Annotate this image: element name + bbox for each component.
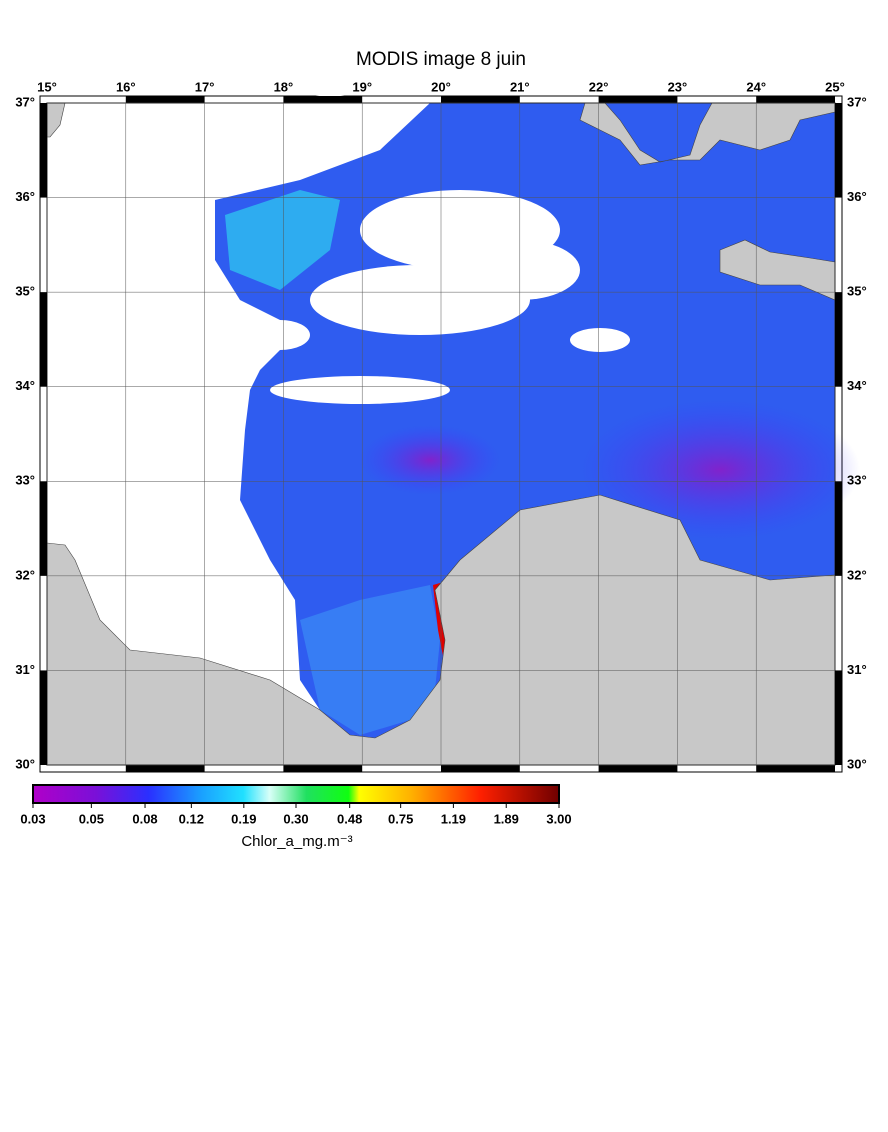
- coastal-water: [300, 585, 440, 735]
- lat-tick-label: 35°: [847, 284, 867, 299]
- colorbar-tick-label: 0.12: [179, 811, 204, 826]
- lat-tick-label: 31°: [15, 662, 35, 677]
- lon-tick-label: 18°: [274, 79, 294, 94]
- lon-tick-label: 17°: [195, 79, 215, 94]
- lat-tick-label: 37°: [15, 94, 35, 109]
- colorbar-tick-label: 0.48: [337, 811, 362, 826]
- lon-tick-label: 16°: [116, 79, 136, 94]
- colorbar-label: Chlor_a_mg.m⁻³: [241, 833, 352, 850]
- lon-tick-label: 23°: [668, 79, 688, 94]
- colorbar-tick-label: 1.89: [494, 811, 519, 826]
- frame-bar: [598, 765, 678, 772]
- lat-tick-label: 36°: [847, 189, 867, 204]
- lon-tick-label: 24°: [746, 79, 766, 94]
- low-chlorophyll-area: [360, 425, 500, 495]
- frame-bar: [40, 292, 47, 387]
- frame-bar: [756, 765, 835, 772]
- lon-tick-label: 19°: [352, 79, 372, 94]
- colorbar-tick-label: 3.00: [546, 811, 571, 826]
- colorbar-tick-label: 0.05: [79, 811, 104, 826]
- frame-bar: [40, 670, 47, 765]
- frame-bar: [835, 481, 842, 576]
- colorbar-tick-label: 1.19: [441, 811, 466, 826]
- frame-bar: [598, 96, 678, 103]
- colorbar-tick-label: 0.75: [388, 811, 413, 826]
- frame-bar: [125, 765, 205, 772]
- lat-tick-label: 33°: [15, 473, 35, 488]
- lat-tick-label: 36°: [15, 189, 35, 204]
- lat-tick-label: 30°: [847, 756, 867, 771]
- frame-bar: [40, 481, 47, 576]
- frame-bar: [835, 292, 842, 387]
- low-chlorophyll-area: [580, 400, 860, 540]
- lat-tick-label: 34°: [847, 378, 867, 393]
- colorbar: [32, 784, 560, 804]
- lat-tick-label: 31°: [847, 662, 867, 677]
- cloud-cover: [250, 95, 630, 404]
- lat-tick-label: 37°: [847, 94, 867, 109]
- frame-bar: [40, 103, 47, 198]
- land: [46, 102, 836, 766]
- lat-tick-label: 35°: [15, 284, 35, 299]
- lon-tick-label: 15°: [37, 79, 57, 94]
- coastal-water: [225, 190, 340, 290]
- lat-tick-label: 34°: [15, 378, 35, 393]
- frame-bar: [125, 96, 205, 103]
- colorbar-tick-label: 0.03: [20, 811, 45, 826]
- frame-bar: [756, 96, 835, 103]
- colorbar-tick-label: 0.08: [132, 811, 157, 826]
- sea-area: [215, 103, 835, 738]
- colorbar-tick-label: 0.19: [231, 811, 256, 826]
- frame-bar: [283, 96, 363, 103]
- lon-tick-label: 25°: [825, 79, 845, 94]
- lat-tick-label: 32°: [15, 567, 35, 582]
- lon-tick-label: 22°: [589, 79, 609, 94]
- map-title: MODIS image 8 juin: [356, 49, 526, 70]
- lat-tick-label: 33°: [847, 473, 867, 488]
- frame-bar: [835, 670, 842, 765]
- frame-bar: [835, 103, 842, 198]
- lat-tick-label: 30°: [15, 756, 35, 771]
- frame-bar: [283, 765, 363, 772]
- lon-tick-label: 21°: [510, 79, 530, 94]
- lat-tick-label: 32°: [847, 567, 867, 582]
- colorbar-tick-label: 0.30: [283, 811, 308, 826]
- frame-bar: [441, 765, 520, 772]
- frame-bar: [441, 96, 520, 103]
- lon-tick-label: 20°: [431, 79, 451, 94]
